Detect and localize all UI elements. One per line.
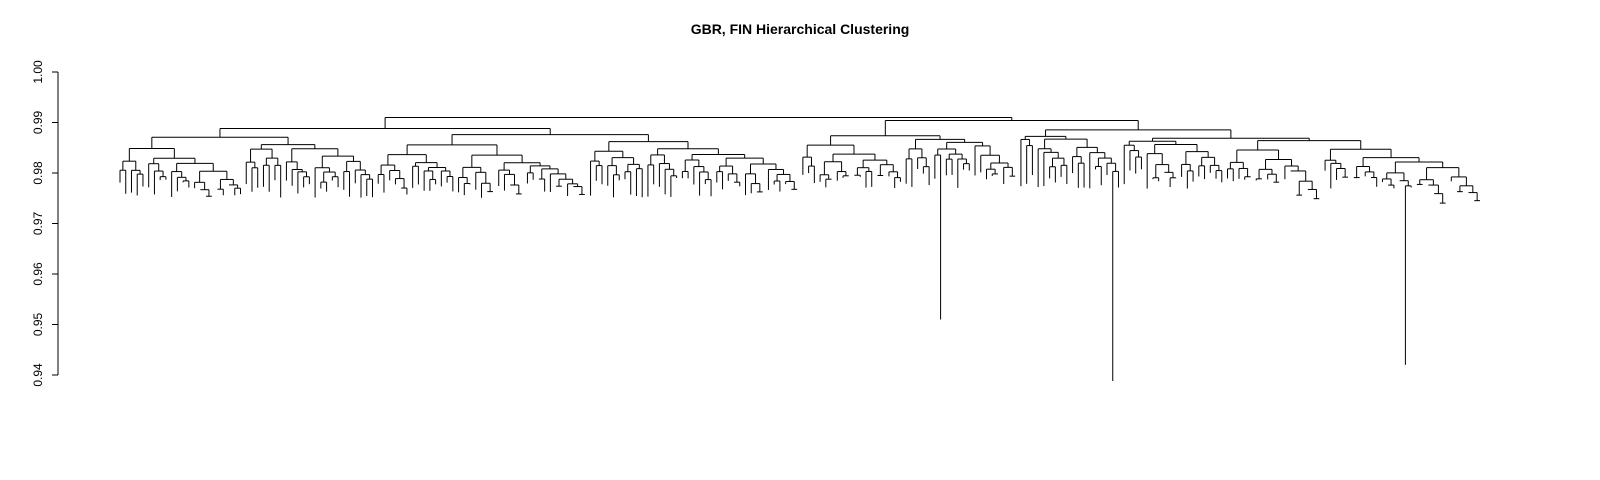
y-tick-label: 0.97 bbox=[31, 211, 45, 235]
y-tick-label: 0.96 bbox=[31, 262, 45, 286]
y-tick-label: 0.99 bbox=[31, 110, 45, 134]
y-tick-label: 1.00 bbox=[31, 60, 45, 84]
dendrogram-tree bbox=[119, 116, 1480, 382]
y-tick-label: 0.94 bbox=[31, 363, 45, 387]
y-tick-label: 0.98 bbox=[31, 161, 45, 185]
y-axis: 0.94 0.95 0.96 0.97 0.98 0.99 1.00 bbox=[31, 60, 59, 387]
chart-title: GBR, FIN Hierarchical Clustering bbox=[691, 21, 910, 37]
y-tick-label: 0.95 bbox=[31, 312, 45, 336]
